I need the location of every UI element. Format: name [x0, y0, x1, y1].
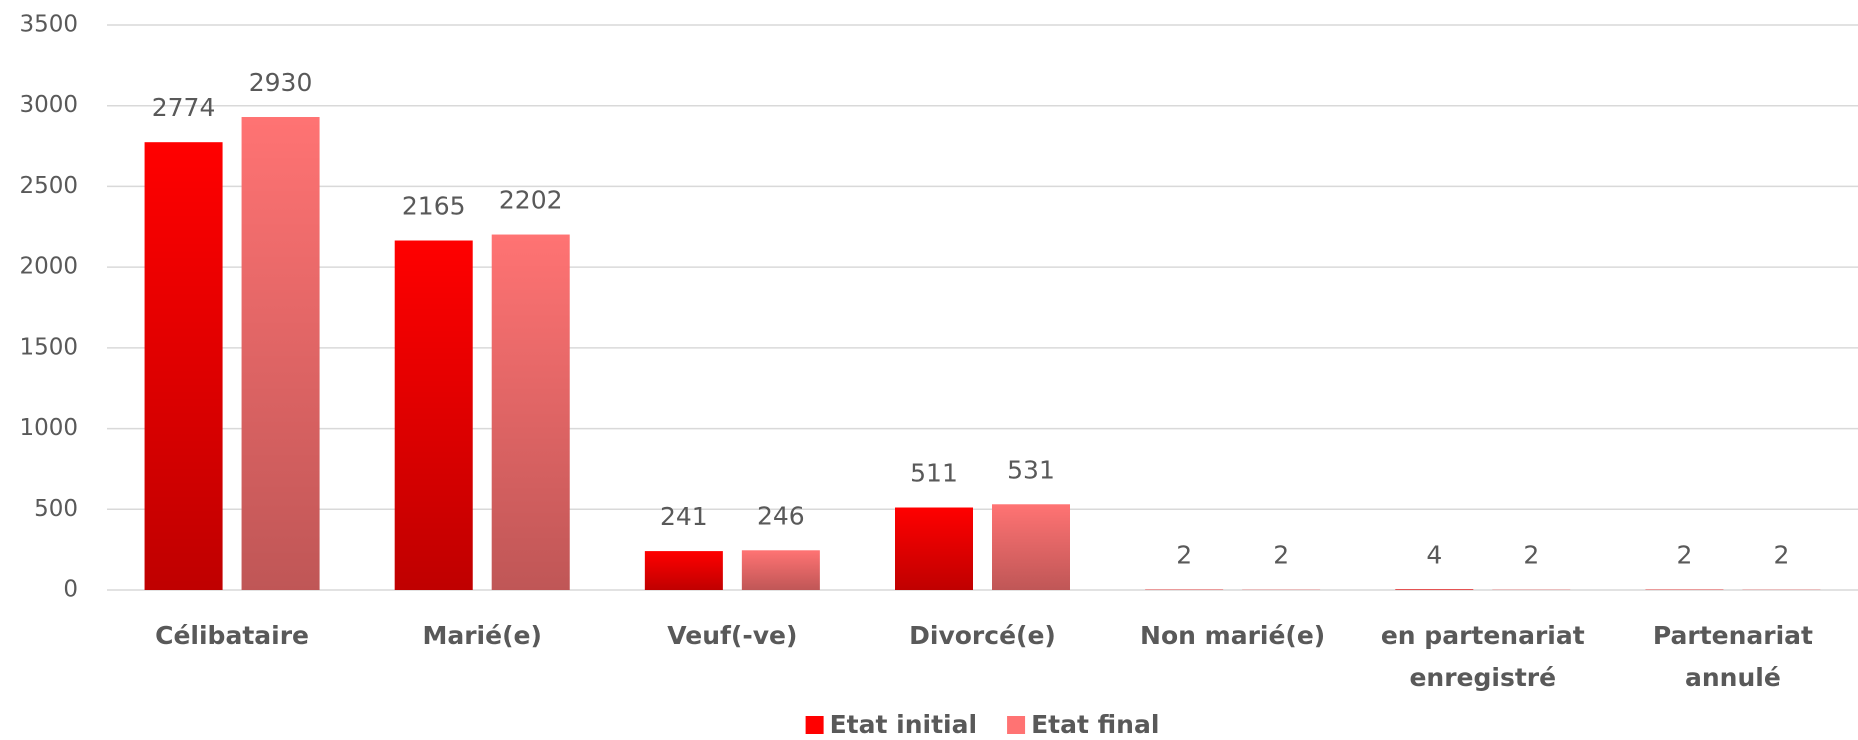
- bar-shade: [895, 507, 973, 590]
- bar-shade: [491, 234, 570, 590]
- x-tick-label: Non marié(e): [1140, 621, 1326, 650]
- data-label: 241: [660, 502, 708, 531]
- y-tick-label: 1000: [19, 415, 78, 441]
- bar-shade: [394, 240, 473, 590]
- y-tick-label: 0: [63, 577, 78, 603]
- legend-swatch: [805, 716, 824, 734]
- data-label: 2202: [499, 186, 563, 215]
- y-tick-label: 2000: [19, 254, 78, 280]
- data-label: 2: [1176, 541, 1192, 570]
- legend-label: Etat initial: [830, 710, 977, 739]
- bar-shade: [644, 551, 723, 590]
- x-tick-label: Marié(e): [422, 621, 542, 650]
- data-label: 2930: [249, 68, 313, 97]
- data-label: 246: [757, 501, 805, 530]
- data-label: 2: [1773, 541, 1789, 570]
- y-tick-label: 1500: [19, 334, 78, 360]
- legend-swatch: [1007, 716, 1026, 734]
- y-tick-label: 500: [34, 496, 78, 522]
- bar-shade: [741, 550, 820, 590]
- bar-shade: [144, 142, 223, 590]
- bar-shade: [1395, 589, 1474, 590]
- data-label: 2165: [402, 192, 466, 221]
- legend-label: Etat final: [1031, 710, 1159, 739]
- data-label: 4: [1426, 540, 1442, 569]
- data-label: 511: [910, 459, 958, 488]
- data-label: 2: [1273, 541, 1289, 570]
- data-label: 2: [1676, 541, 1692, 570]
- x-tick-label: Célibataire: [155, 621, 309, 650]
- bar-shade: [241, 117, 320, 590]
- x-tick-label: en partenariat enregistré: [1380, 621, 1585, 692]
- x-tick-label: Divorcé(e): [909, 621, 1056, 650]
- bar-shade: [992, 504, 1070, 590]
- x-tick-label: Veuf(-ve): [667, 621, 798, 650]
- data-label: 2: [1523, 541, 1539, 570]
- y-tick-label: 2500: [19, 173, 78, 199]
- data-label: 531: [1007, 455, 1055, 484]
- x-tick-label: Partenariat annulé: [1652, 621, 1813, 692]
- y-tick-label: 3000: [19, 92, 78, 118]
- data-label: 2774: [152, 93, 216, 122]
- y-tick-label: 3500: [19, 12, 78, 38]
